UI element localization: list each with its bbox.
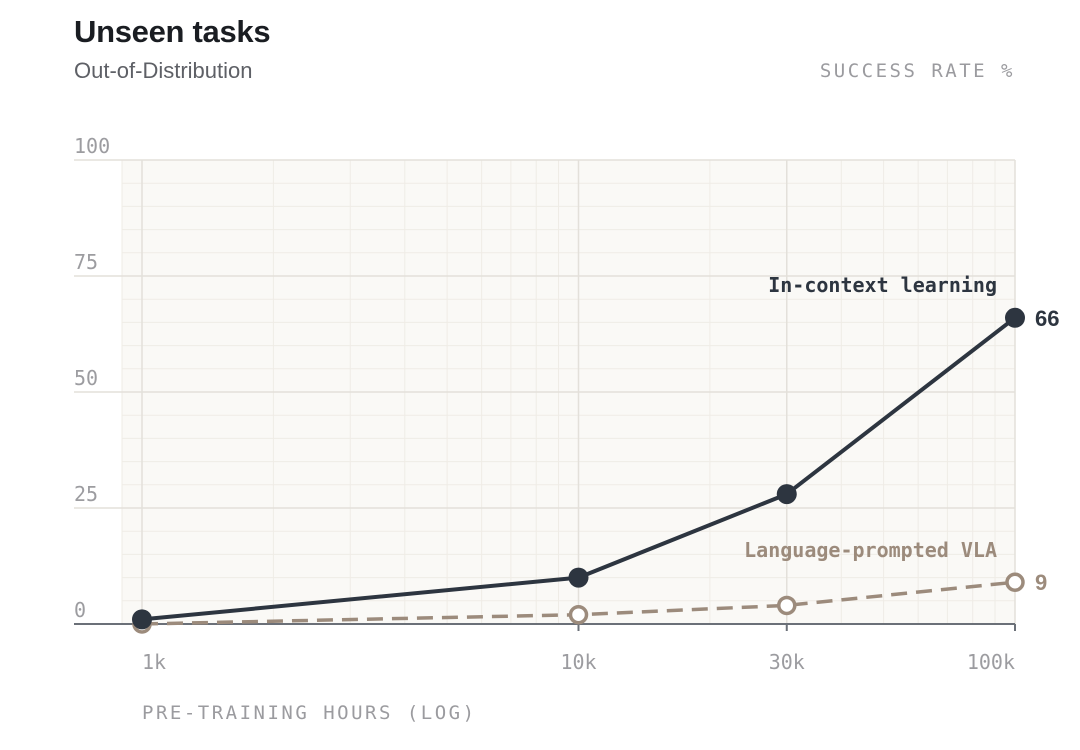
data-point bbox=[1005, 572, 1025, 592]
chart-title: Unseen tasks bbox=[74, 14, 271, 49]
x-tick-label: 10k bbox=[560, 650, 596, 674]
data-point bbox=[132, 609, 152, 630]
series-line bbox=[141, 580, 1016, 626]
end-value-label: 9 bbox=[1035, 570, 1047, 595]
x-tick-label: 30k bbox=[769, 650, 805, 674]
y-tick-label: 25 bbox=[74, 482, 98, 506]
chart-subtitle: Out-of-Distribution bbox=[74, 58, 253, 83]
x-tick-label: 100k bbox=[967, 650, 1015, 674]
series-name-label: In-context learning bbox=[768, 273, 997, 297]
y-tick-label: 0 bbox=[74, 598, 86, 622]
data-point bbox=[568, 567, 589, 588]
data-point bbox=[776, 484, 797, 505]
grid-lines bbox=[74, 159, 1016, 624]
y-tick-label: 50 bbox=[74, 366, 98, 390]
data-point bbox=[568, 604, 589, 625]
x-axis-label: PRE-TRAINING HOURS (LOG) bbox=[142, 702, 477, 724]
end-value-label: 66 bbox=[1035, 306, 1059, 331]
y-tick-label: 75 bbox=[74, 250, 98, 274]
data-point bbox=[1005, 307, 1025, 328]
y-axis-label: SUCCESS RATE % bbox=[819, 60, 1015, 82]
series-name-label: Language-prompted VLA bbox=[744, 538, 997, 562]
x-tick-label: 1k bbox=[142, 650, 166, 674]
data-point bbox=[777, 595, 797, 616]
series-line bbox=[141, 316, 1017, 622]
y-tick-label: 100 bbox=[74, 134, 110, 158]
series-in-context-learning: 66 In-context learning bbox=[132, 273, 1059, 630]
